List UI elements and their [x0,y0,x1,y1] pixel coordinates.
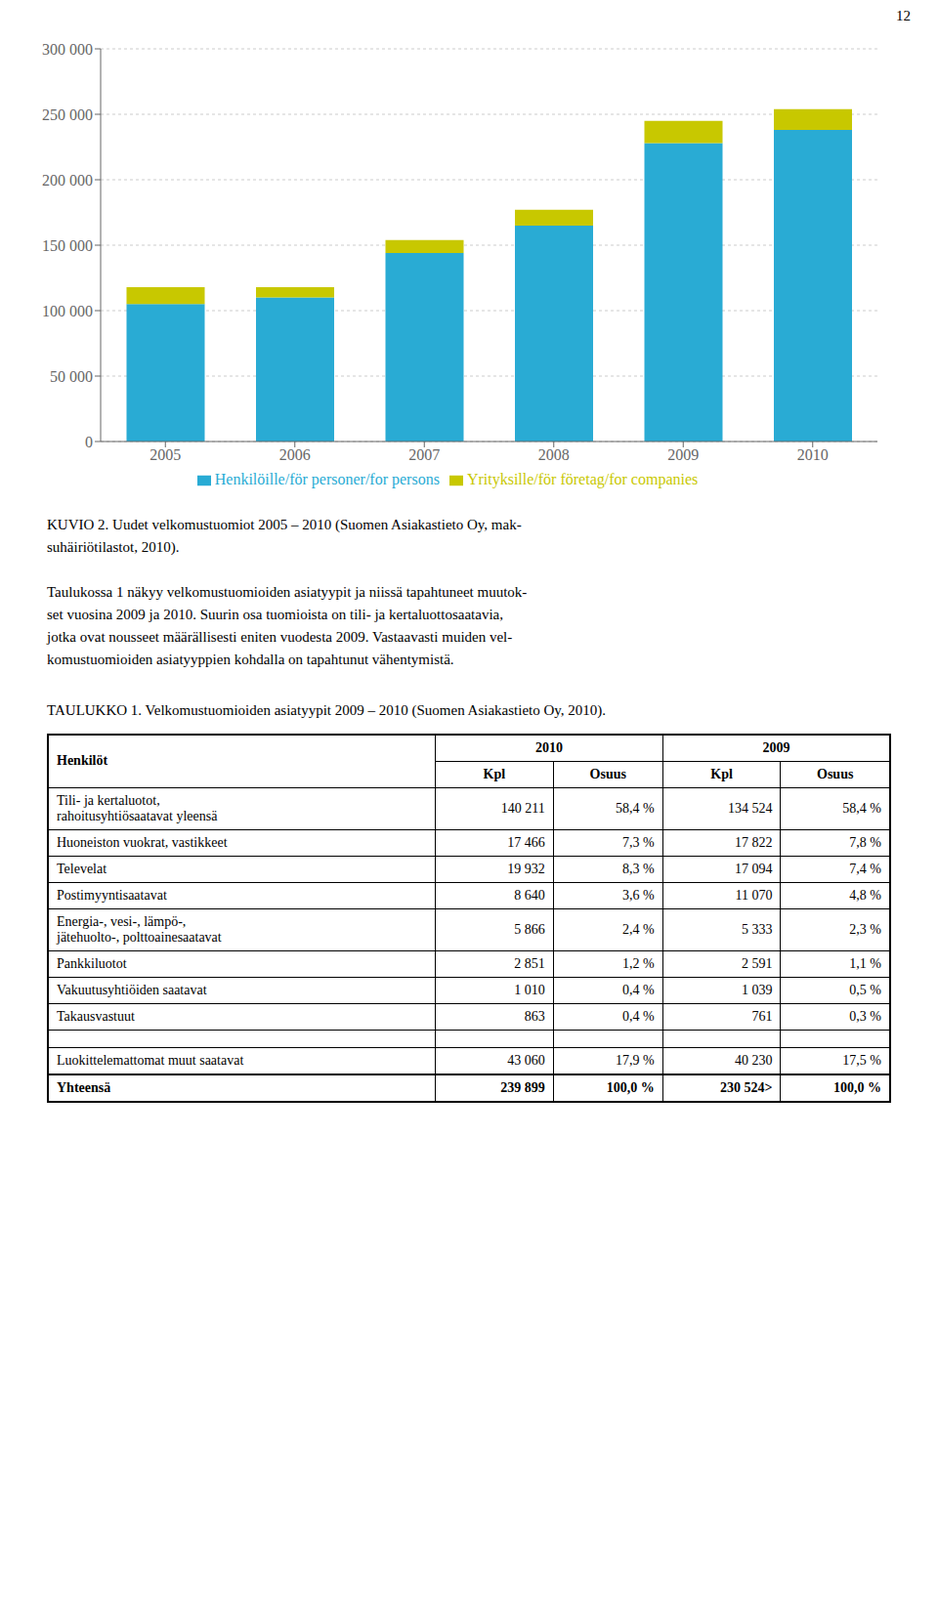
html-text:100,0 %: 100,0 % [606,1080,655,1096]
svg-text:200 000: 200 000 [42,171,93,189]
html-text:2,4 %: 2,4 % [622,922,655,937]
svg-text:50 000: 50 000 [49,368,93,385]
html-text:7,4 %: 7,4 % [849,861,882,877]
svg-text:300 000: 300 000 [42,41,93,58]
html-text:0,5 %: 0,5 % [849,982,882,998]
svg-text:2005: 2005 [149,446,181,464]
html-text:43 060: 43 060 [507,1053,545,1068]
html-text:134 524: 134 524 [727,801,773,816]
html-text:Yrityksille/för företag/for co: Yrityksille/för företag/for companies [466,470,698,488]
html-text:5 866: 5 866 [514,922,545,937]
html-text:58,4 %: 58,4 % [842,801,882,816]
html-text:Luokittelemattomat muut saatav: Luokittelemattomat muut saatavat [56,1053,244,1068]
html-text:Postimyyntisaatavat: Postimyyntisaatavat [56,887,167,903]
html-text:100,0 %: 100,0 % [833,1080,882,1096]
html-text:2,3 %: 2,3 % [849,922,882,937]
html-text:17 466: 17 466 [507,835,545,850]
svg-text:2007: 2007 [408,446,440,464]
html-text:1 039: 1 039 [741,982,773,998]
html-text:7,8 %: 7,8 % [849,835,882,850]
html-text:761: 761 [751,1009,773,1024]
svg-text:250 000: 250 000 [42,106,93,124]
html-text:17 822: 17 822 [734,835,773,850]
html-text:230 524>: 230 524> [720,1080,773,1096]
html-text:Osuus: Osuus [589,766,627,782]
html-text:Huoneiston vuokrat, vastikkeet: Huoneiston vuokrat, vastikkeet [56,835,228,850]
html-text:1,1 %: 1,1 % [849,956,882,972]
svg-text:2006: 2006 [279,446,311,464]
html-text:1 010: 1 010 [514,982,545,998]
html-text:Henkilöt: Henkilöt [56,753,108,769]
html-text:8 640: 8 640 [514,887,545,903]
html-text:1,2 %: 1,2 % [622,956,655,972]
html-text:863: 863 [524,1009,545,1024]
svg-text:150 000: 150 000 [42,237,93,255]
html-text:TAULUKKO 1. Velkomustuomioiden: TAULUKKO 1. Velkomustuomioiden asiatyypi… [46,702,606,718]
html-text:Henkilöille/för personer/for p: Henkilöille/för personer/for persons [214,470,440,488]
html-text:Kpl: Kpl [483,766,506,782]
html-text:0,3 %: 0,3 % [849,1009,882,1024]
html-text:Taulukossa 1 näkyy velkomustuo: Taulukossa 1 näkyy velkomustuomioiden as… [46,583,528,668]
html-text:19 932: 19 932 [507,861,545,877]
html-text:2 851: 2 851 [514,956,545,972]
svg-text:2010: 2010 [797,446,829,464]
html-text:4,8 %: 4,8 % [849,887,882,903]
html-text:Energia-, vesi-, lämpö-, jäteh: Energia-, vesi-, lämpö-, jätehuolto-, po… [56,914,222,945]
html-text:2009: 2009 [762,740,790,756]
html-text:17,9 %: 17,9 % [615,1053,655,1068]
svg-text:100 000: 100 000 [42,302,93,320]
html-text:8,3 %: 8,3 % [622,861,655,877]
html-text:Tili- ja kertaluotot, rahoitus: Tili- ja kertaluotot, rahoitusyhtiösaata… [56,793,218,824]
html-text:0,4 %: 0,4 % [622,1009,655,1024]
html-text:17 094: 17 094 [734,861,773,877]
svg-text:2008: 2008 [538,446,570,464]
svg-text:0: 0 [85,433,93,451]
html-text:239 899: 239 899 [500,1080,545,1096]
html-text:Kpl: Kpl [710,766,733,782]
html-text:Pankkiluotot: Pankkiluotot [56,956,127,972]
html-text:2010: 2010 [535,740,563,756]
html-text:Vakuutusyhtiöiden saatavat: Vakuutusyhtiöiden saatavat [56,982,207,998]
html-text:Osuus: Osuus [816,766,854,782]
html-text:Televelat: Televelat [56,861,107,877]
html-text:KUVIO 2. Uudet velkomustuomiot: KUVIO 2. Uudet velkomustuomiot 2005 – 20… [46,516,522,556]
html-text:2 591: 2 591 [741,956,773,972]
html-text:0,4 %: 0,4 % [622,982,655,998]
html-text:12: 12 [895,7,911,24]
html-text:40 230: 40 230 [734,1053,773,1068]
html-text:5 333: 5 333 [741,922,773,937]
html-text:58,4 %: 58,4 % [615,801,655,816]
html-text:140 211: 140 211 [500,801,545,816]
html-text:Yhteensä: Yhteensä [56,1080,111,1096]
html-text:11 070: 11 070 [735,887,773,903]
html-text:7,3 %: 7,3 % [622,835,655,850]
html-text:Takausvastuut: Takausvastuut [56,1009,135,1024]
svg-text:2009: 2009 [667,446,699,464]
html-text:3,6 %: 3,6 % [622,887,655,903]
html-text:17,5 %: 17,5 % [842,1053,882,1068]
